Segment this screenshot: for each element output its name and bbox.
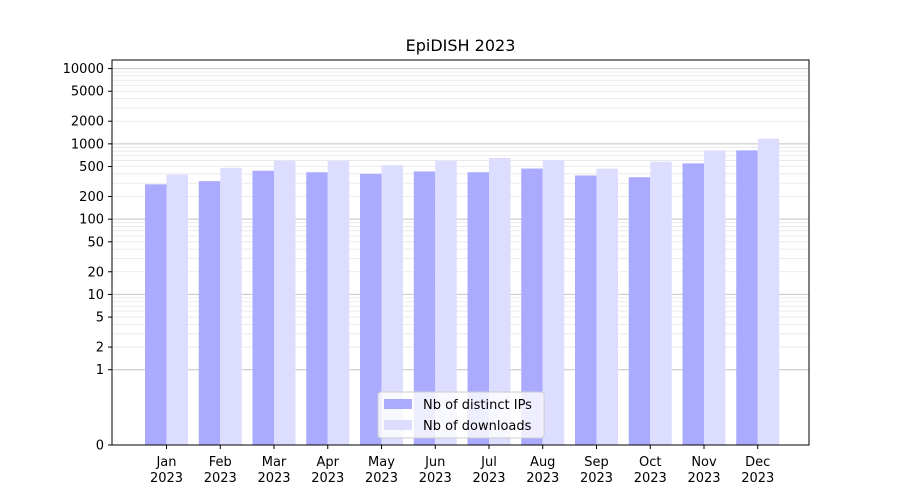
chart-title: EpiDISH 2023: [406, 36, 516, 55]
bars: [145, 138, 780, 446]
y-tick-label: 20: [87, 265, 104, 280]
bar-distinct-ips: [252, 170, 274, 445]
bar-downloads: [596, 168, 618, 445]
x-tick-label-year: 2023: [687, 471, 720, 486]
x-tick-label-month: Oct: [639, 455, 661, 470]
bar-downloads: [757, 138, 780, 445]
bar-downloads: [381, 165, 403, 445]
bar-distinct-ips: [467, 172, 489, 446]
y-axis-ticks: 0 1 2 5 10 20 50 100 200 500 1000 2000 5000 10000: [63, 62, 112, 454]
bar-distinct-ips: [628, 177, 651, 446]
y-tick-label: 500: [79, 160, 104, 175]
y-tick-label: 0: [96, 439, 104, 454]
bar-downloads: [542, 160, 565, 445]
y-tick-label: 100: [79, 213, 104, 228]
plot-frame: [111, 59, 810, 446]
bar-distinct-ips: [198, 181, 221, 445]
x-tick-label-month: Mar: [262, 455, 287, 470]
legend-swatch: [384, 420, 412, 430]
x-tick-label-year: 2023: [311, 471, 344, 486]
bar-distinct-ips: [360, 173, 382, 446]
x-axis-ticks: Jan2023Feb2023Mar2023Apr2023May2023Jun20…: [150, 445, 774, 486]
y-tick-label: 5: [96, 311, 104, 326]
bar-distinct-ips: [682, 163, 704, 445]
legend-box: [377, 391, 545, 439]
y-tick-label: 200: [79, 190, 104, 205]
x-tick-label-month: Sep: [584, 455, 609, 470]
x-tick-label-year: 2023: [526, 471, 559, 486]
bar-downloads: [220, 167, 242, 445]
x-tick-label-year: 2023: [419, 471, 452, 486]
x-tick-label-month: Jun: [424, 455, 445, 470]
bar-downloads: [166, 174, 188, 445]
x-tick-label-month: Aug: [530, 455, 555, 470]
bar-downloads: [274, 160, 296, 445]
x-tick-label-year: 2023: [472, 471, 505, 486]
bar-downloads: [489, 157, 511, 446]
x-tick-label-month: Dec: [745, 455, 770, 470]
y-tick-label: 2: [96, 341, 104, 356]
bar-distinct-ips: [575, 175, 597, 446]
y-tick-label: 1000: [71, 137, 104, 152]
x-tick-label-year: 2023: [150, 471, 183, 486]
bar-downloads: [650, 161, 672, 445]
y-tick-label: 1: [96, 363, 104, 378]
x-tick-label-year: 2023: [580, 471, 613, 486]
x-tick-label-year: 2023: [634, 471, 667, 486]
bar-distinct-ips: [306, 172, 328, 446]
y-tick-label: 5000: [71, 85, 104, 100]
x-tick-label-month: Nov: [691, 455, 717, 470]
y-tick-label: 10000: [63, 62, 104, 77]
x-tick-label-month: Jan: [155, 455, 176, 470]
bar-distinct-ips: [736, 150, 758, 445]
bar-downloads: [327, 160, 350, 445]
bar-distinct-ips: [145, 184, 167, 445]
y-tick-label: 10: [87, 288, 104, 303]
x-tick-label-month: May: [368, 455, 395, 470]
bar-downloads: [435, 160, 457, 445]
legend-label: Nb of distinct IPs: [423, 398, 532, 413]
legend-label: Nb of downloads: [423, 419, 532, 434]
x-tick-label-month: Jul: [480, 455, 497, 470]
x-tick-label-year: 2023: [365, 471, 398, 486]
x-tick-label-year: 2023: [257, 471, 290, 486]
bar-distinct-ips: [521, 168, 543, 445]
y-tick-label: 50: [87, 235, 104, 250]
legend-swatch: [384, 399, 412, 409]
legend: Nb of distinct IPs Nb of downloads: [377, 391, 545, 439]
y-tick-label: 2000: [71, 115, 104, 130]
bar-downloads: [704, 150, 726, 445]
x-tick-label-month: Feb: [209, 455, 232, 470]
x-tick-label-year: 2023: [204, 471, 237, 486]
x-tick-label-year: 2023: [741, 471, 774, 486]
x-tick-label-month: Apr: [317, 455, 340, 470]
bar-distinct-ips: [413, 171, 436, 446]
